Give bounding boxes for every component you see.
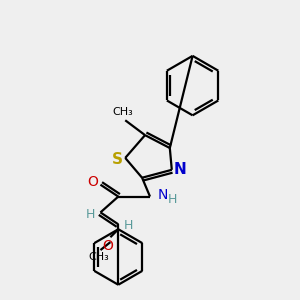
Text: H: H — [124, 219, 133, 232]
Text: H: H — [168, 193, 177, 206]
Text: O: O — [102, 239, 113, 253]
Text: N: N — [158, 188, 168, 202]
Text: O: O — [87, 175, 98, 189]
Text: CH₃: CH₃ — [113, 107, 134, 117]
Text: H: H — [86, 208, 95, 221]
Text: CH₃: CH₃ — [88, 252, 109, 262]
Text: N: N — [173, 162, 186, 177]
Text: S: S — [112, 152, 123, 167]
